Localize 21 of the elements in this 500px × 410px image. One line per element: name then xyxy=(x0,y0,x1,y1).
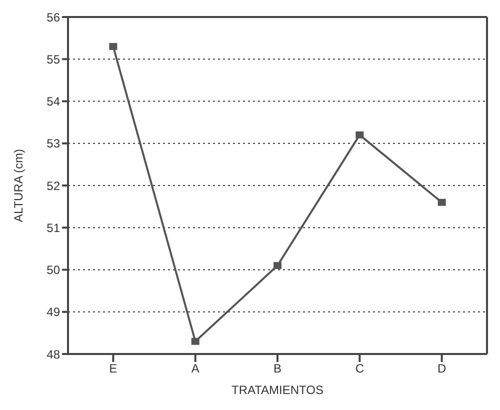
y-tick-label: 55 xyxy=(46,52,60,66)
x-tick-label: A xyxy=(191,362,200,376)
x-tick-label: B xyxy=(273,362,282,376)
y-tick-label: 54 xyxy=(46,94,60,109)
y-axis-title: ALTURA (cm) xyxy=(11,148,26,222)
y-tick-label: 48 xyxy=(46,347,60,362)
x-tick-label: C xyxy=(355,362,364,376)
y-tick-label: 53 xyxy=(46,136,60,151)
point xyxy=(356,131,364,138)
y-tick-label: 50 xyxy=(46,263,60,278)
point xyxy=(438,198,446,206)
x-axis-title: TRATAMIENTOS xyxy=(231,383,324,397)
point xyxy=(274,262,282,270)
x-tick-label: D xyxy=(437,362,446,376)
y-tick-label: 49 xyxy=(46,305,60,320)
point xyxy=(109,42,118,50)
x-tick-label: E xyxy=(109,362,118,376)
y-tick-label: 52 xyxy=(46,178,60,193)
y-tick-label: 51 xyxy=(46,220,60,235)
point xyxy=(191,338,200,345)
y-tick-label: 56 xyxy=(46,10,60,24)
